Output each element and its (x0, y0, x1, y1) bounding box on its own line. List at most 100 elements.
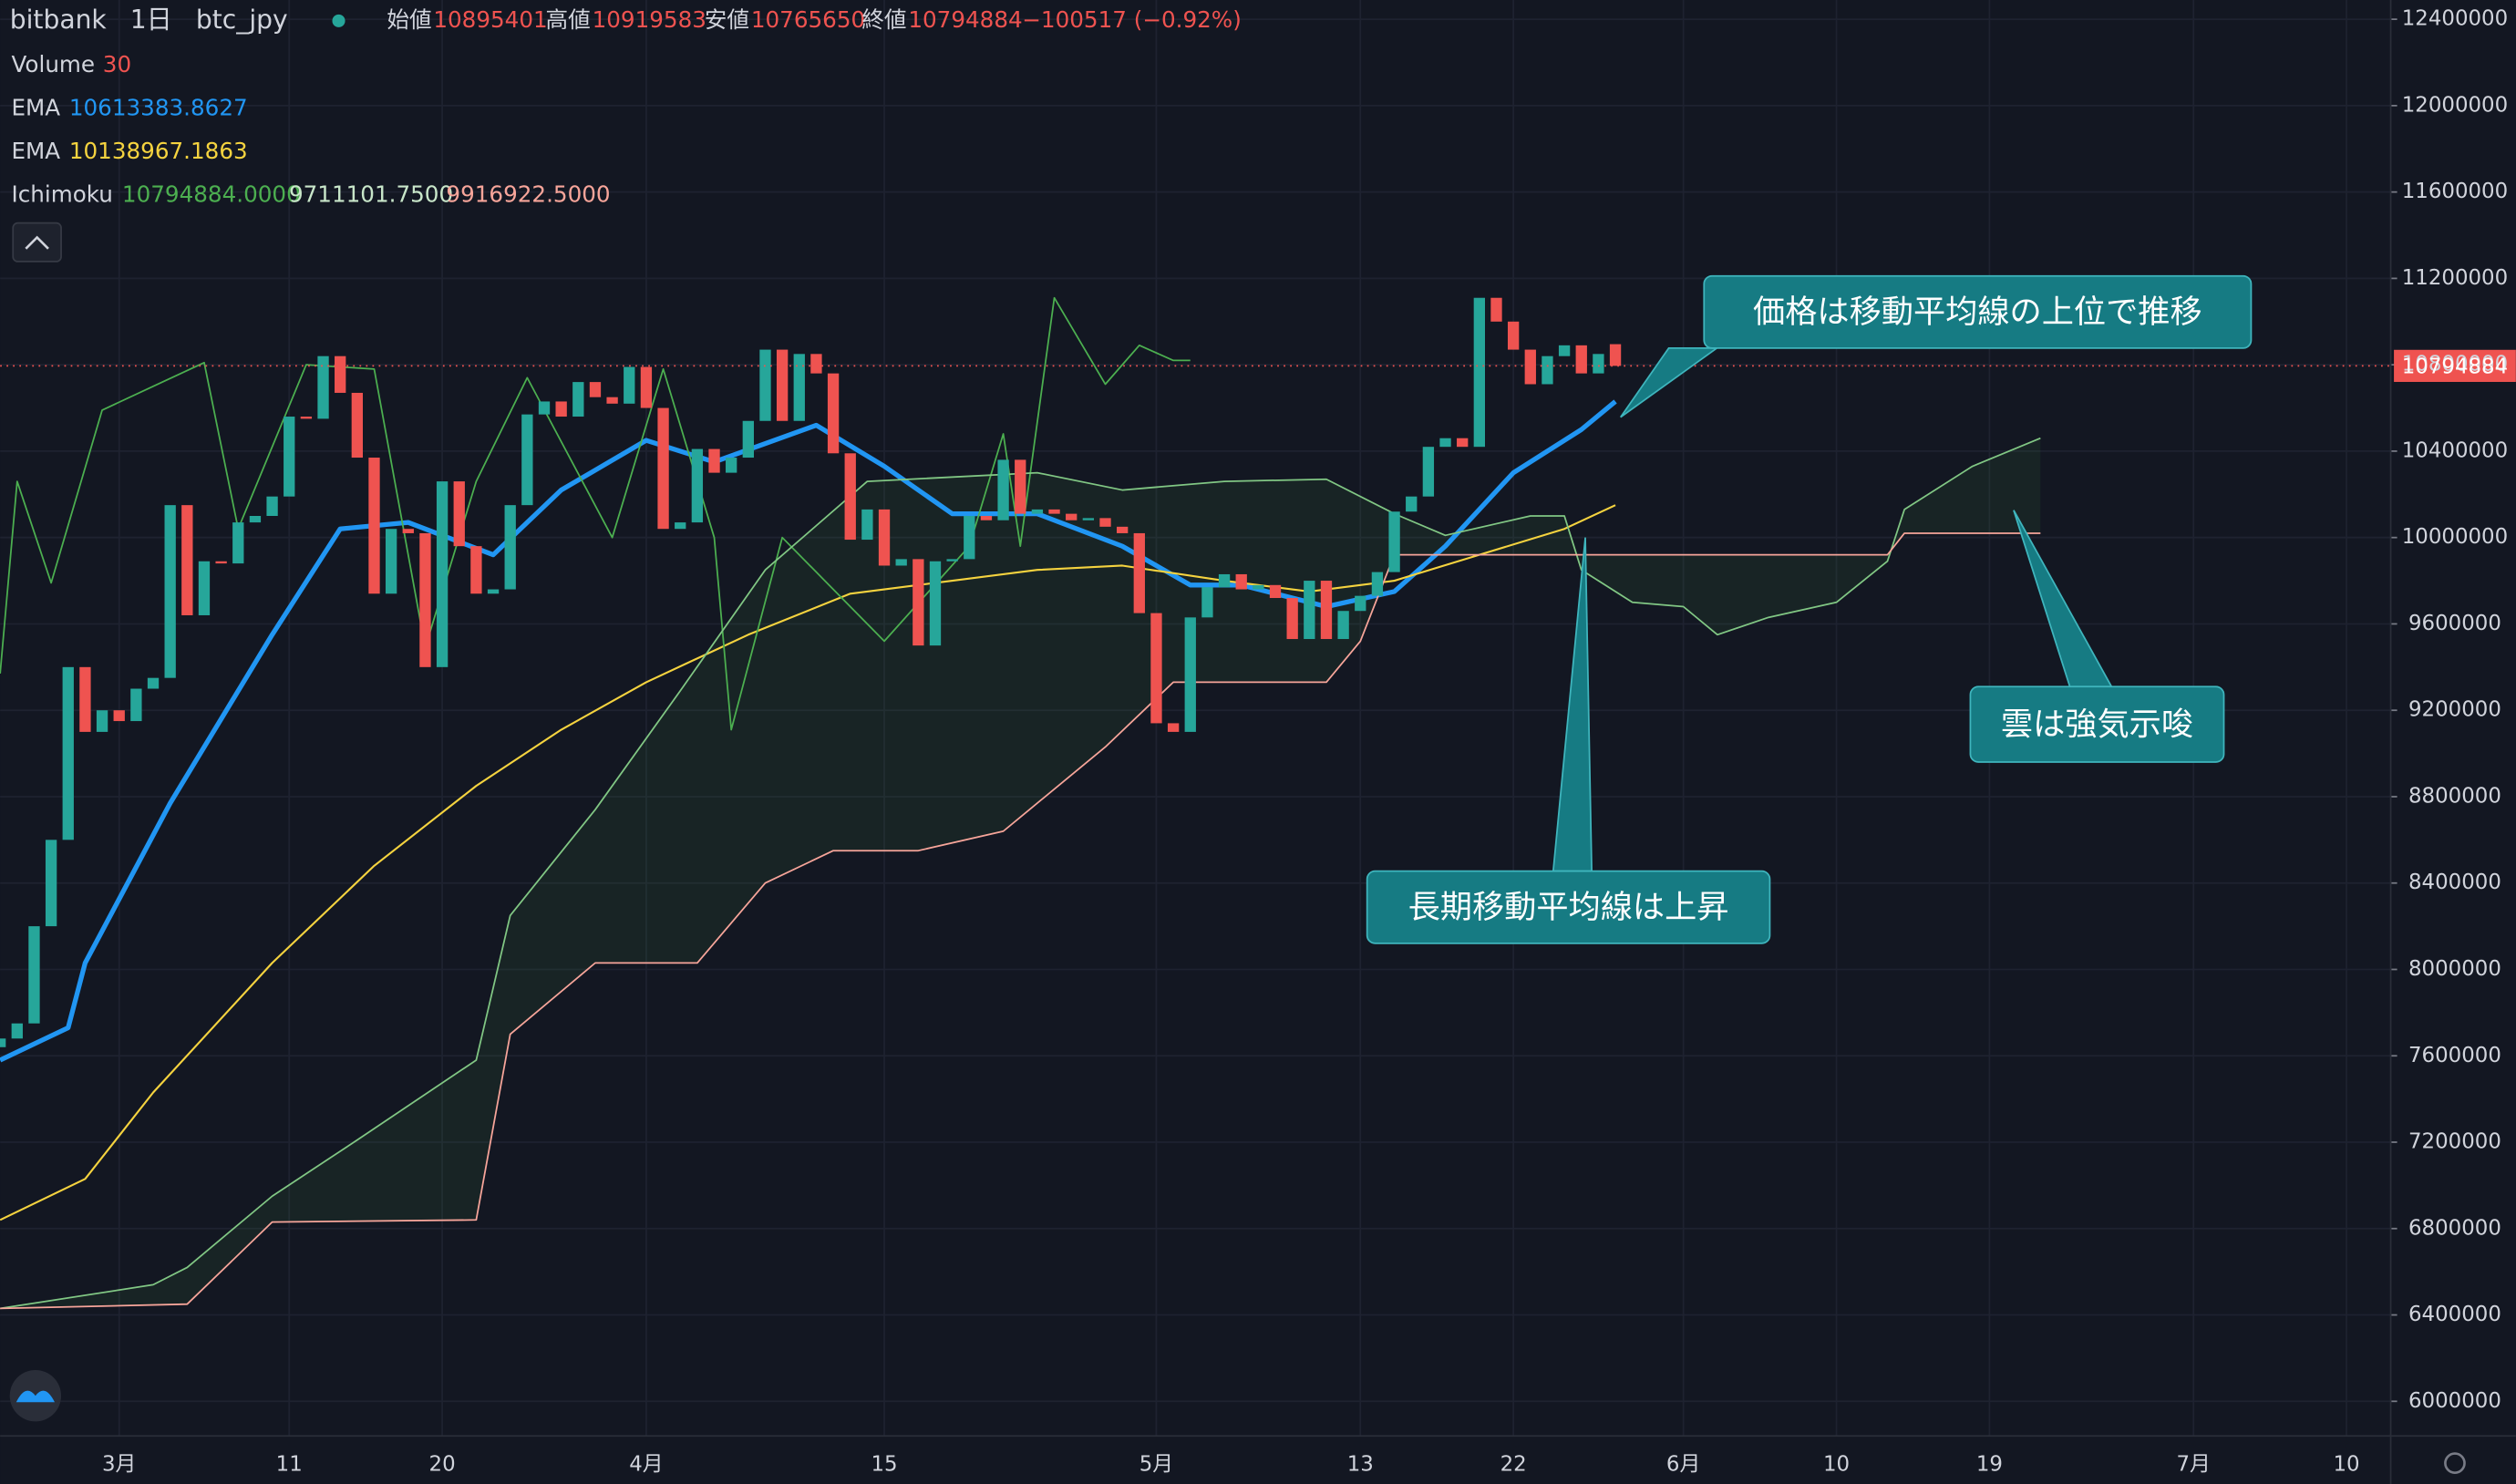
callout-text: 雲は強気示唆 (2001, 706, 2193, 743)
x-tick-label: 11 (276, 1452, 303, 1476)
candle (198, 561, 211, 615)
candle (45, 840, 57, 927)
candle (776, 349, 789, 421)
candle (1457, 438, 1469, 448)
candle (1542, 356, 1553, 385)
candle (1524, 349, 1536, 385)
candle (946, 559, 958, 562)
candle (1082, 518, 1095, 520)
candle (657, 407, 669, 530)
y-tick-label: 12400000 (2402, 7, 2508, 31)
candle (1099, 518, 1111, 527)
candle (980, 515, 993, 520)
candle (436, 481, 449, 667)
candle (640, 366, 653, 408)
legend-name: EMA (11, 95, 60, 121)
y-tick-label: 6800000 (2408, 1216, 2501, 1240)
ohlc-value: 10765650 (751, 6, 865, 33)
candle (810, 354, 822, 374)
candle (181, 505, 193, 615)
candle (624, 366, 635, 404)
candle (606, 397, 618, 404)
candle (215, 561, 227, 564)
collapse-icon (25, 235, 49, 250)
y-tick-label: 11600000 (2402, 180, 2508, 203)
settings-icon[interactable] (2444, 1452, 2466, 1475)
y-tick-label: 12000000 (2402, 93, 2508, 117)
candle (1184, 617, 1196, 732)
legend-name: EMA (11, 138, 60, 164)
y-tick-label: 8800000 (2408, 784, 2501, 808)
candle (317, 356, 329, 419)
ohlc-label: 始値 (387, 6, 431, 33)
candle (861, 509, 873, 541)
candle (691, 448, 704, 523)
candle (759, 349, 771, 421)
x-tick-label: 6月 (1666, 1452, 1700, 1476)
ohlc-label: 終値 (861, 6, 906, 33)
cloud-fill (0, 438, 2041, 1309)
logo-mark (15, 1390, 55, 1403)
candle (487, 589, 500, 594)
indicator-line (0, 296, 1191, 731)
candle (1558, 345, 1571, 356)
indicator-lines (0, 296, 2041, 1310)
y-tick-label: 8000000 (2408, 957, 2501, 981)
cloud (0, 438, 2041, 1309)
header-symbol: btc_jpy (196, 5, 288, 35)
candle (351, 392, 364, 459)
candle (1406, 496, 1418, 512)
candle (521, 414, 533, 506)
legend-name: Volume (11, 51, 95, 77)
y-tick-label: 8400000 (2408, 871, 2501, 894)
legend-name: Ichimoku (11, 181, 112, 208)
candle (1235, 573, 1247, 590)
y-tick-label: 10800000 (2402, 353, 2508, 376)
candle (726, 458, 737, 473)
candle (1422, 447, 1435, 497)
legend-value: 10613383.8627 (69, 95, 248, 121)
candle (1355, 595, 1366, 612)
candle (1286, 598, 1298, 640)
indicator-line (0, 504, 1616, 1221)
candle (1015, 459, 1026, 514)
x-tick-label: 4月 (629, 1452, 663, 1476)
candle (419, 532, 431, 667)
candle (504, 505, 516, 590)
header-exchange: bitbank (10, 5, 108, 35)
current-price-label: 10794884 (2402, 356, 2508, 379)
callout-text: 価格は移動平均線の上位で推移 (1753, 294, 2202, 331)
legend-value: 9711101.7500 (289, 181, 453, 208)
y-tick-label: 10000000 (2402, 525, 2508, 549)
candle (368, 458, 380, 594)
candle (913, 559, 924, 646)
y-tick-label: 6400000 (2408, 1303, 2501, 1326)
candle (589, 382, 602, 397)
candle (675, 522, 686, 530)
candle (1473, 297, 1485, 448)
candle (1048, 509, 1060, 514)
candle (232, 522, 244, 564)
header-interval: 1日 (130, 5, 172, 35)
candle (79, 666, 91, 732)
y-tick-label: 10400000 (2402, 438, 2508, 462)
candle (878, 509, 891, 566)
candle (11, 1023, 23, 1039)
candle (1388, 511, 1400, 572)
x-tick-label: 10 (2334, 1452, 2360, 1476)
candle (130, 688, 142, 722)
candle (385, 529, 397, 594)
overlay (0, 18, 2516, 1403)
candles (0, 297, 1622, 1047)
candle (28, 926, 40, 1024)
collapse-button[interactable] (12, 222, 62, 263)
candle (1116, 526, 1129, 533)
legend-value: 30 (103, 51, 131, 77)
y-tick-label: 11200000 (2402, 266, 2508, 290)
candle (470, 546, 482, 594)
candle (1150, 613, 1162, 724)
candle (1337, 611, 1349, 640)
candle (844, 453, 856, 541)
candle (555, 401, 567, 417)
